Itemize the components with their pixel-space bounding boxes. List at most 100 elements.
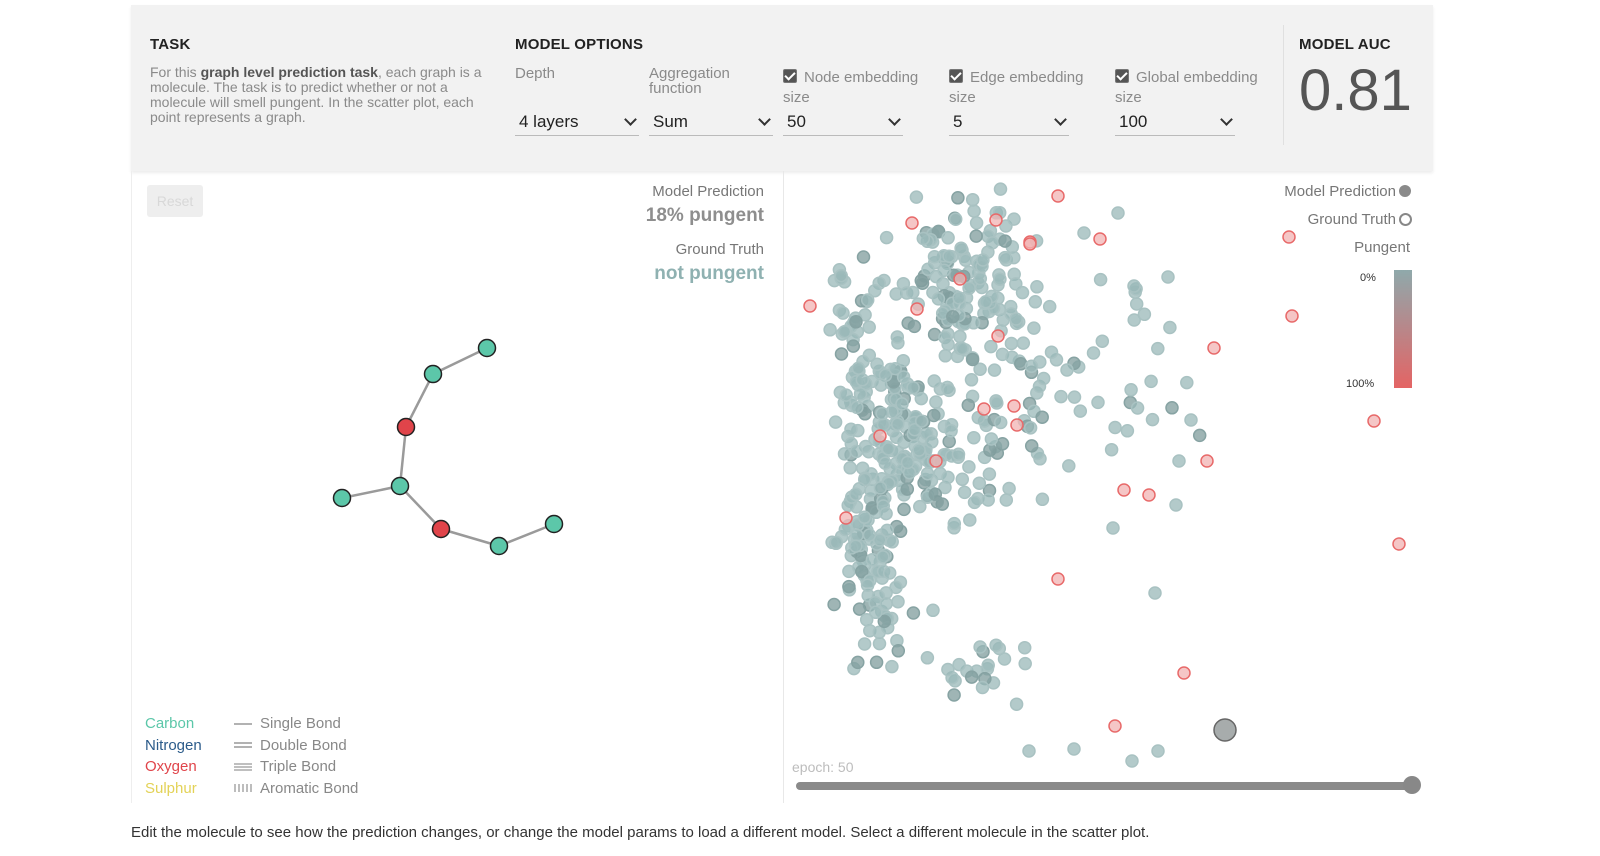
pungent-point[interactable] [905,216,919,230]
pungent-point[interactable] [1051,572,1065,586]
data-point[interactable] [879,596,893,611]
data-point[interactable] [897,502,911,517]
data-point[interactable] [916,231,931,246]
data-point[interactable] [972,476,987,490]
data-point[interactable] [1024,439,1039,453]
data-point[interactable] [877,614,892,629]
data-point[interactable] [1009,697,1024,711]
data-point[interactable] [952,291,966,305]
data-point[interactable] [942,249,956,263]
data-point[interactable] [1009,277,1023,291]
data-point[interactable] [906,380,920,395]
data-point[interactable] [849,487,863,501]
data-point[interactable] [1054,389,1068,404]
data-point[interactable] [1042,299,1057,314]
bond-c5-c6[interactable] [498,522,555,548]
pungent-point[interactable] [991,329,1005,343]
data-point[interactable] [912,443,926,457]
data-point[interactable] [1104,442,1119,457]
data-point[interactable] [969,216,984,230]
data-point[interactable] [929,395,943,409]
data-point[interactable] [981,493,995,507]
bond-c3-c4[interactable] [341,484,401,500]
data-point[interactable] [885,535,899,549]
atom-oxygen[interactable] [431,519,451,539]
data-point[interactable] [834,268,848,283]
data-point[interactable] [1151,744,1165,758]
data-point[interactable] [1030,280,1044,294]
pungent-point[interactable] [989,213,1003,227]
data-point[interactable] [951,447,966,462]
data-point[interactable] [839,388,853,402]
data-point[interactable] [941,662,955,677]
atom-oxygen[interactable] [396,417,416,437]
data-point[interactable] [879,506,893,521]
data-point[interactable] [885,659,899,674]
pungent-point[interactable] [1177,666,1191,680]
data-point[interactable] [914,414,929,428]
epoch-slider-thumb[interactable] [1403,776,1421,794]
data-point[interactable] [984,432,999,446]
data-point[interactable] [984,339,998,354]
data-point[interactable] [982,467,997,481]
data-point[interactable] [938,349,953,363]
data-point[interactable] [876,417,891,432]
data-point[interactable] [965,352,980,367]
data-point[interactable] [842,579,856,594]
data-point[interactable] [925,435,939,449]
data-point[interactable] [846,339,861,353]
data-point[interactable] [993,272,1007,286]
pungent-point[interactable] [1200,454,1214,468]
pungent-point[interactable] [1285,309,1299,323]
bond-c3-o2[interactable] [399,485,442,530]
data-point[interactable] [1036,371,1051,386]
data-point[interactable] [976,253,990,267]
pungent-point[interactable] [873,429,887,443]
pungent-point[interactable] [1392,537,1406,551]
data-point[interactable] [1016,336,1031,350]
data-point[interactable] [851,361,866,376]
data-point[interactable] [1184,413,1198,427]
data-point[interactable] [951,191,965,205]
data-point[interactable] [969,229,983,243]
data-point[interactable] [937,263,951,278]
data-point[interactable] [1127,313,1141,327]
data-point[interactable] [838,522,853,537]
data-point[interactable] [859,612,874,627]
data-point[interactable] [942,383,956,398]
data-point[interactable] [1161,270,1175,284]
data-point[interactable] [869,605,883,620]
data-point[interactable] [1002,481,1016,496]
global-embedding-checkbox[interactable] [1115,69,1129,83]
data-point[interactable] [828,415,843,429]
data-point[interactable] [973,640,987,654]
data-point[interactable] [1060,363,1074,377]
pungent-point[interactable] [839,511,853,525]
pungent-point[interactable] [803,299,817,313]
data-point[interactable] [837,324,852,339]
data-point[interactable] [962,460,976,474]
data-point[interactable] [1148,586,1162,600]
data-point[interactable] [909,190,924,204]
data-point[interactable] [953,329,967,344]
data-point[interactable] [890,330,905,344]
data-point[interactable] [1035,410,1049,424]
data-point[interactable] [989,638,1003,652]
data-point[interactable] [857,637,872,651]
data-point[interactable] [926,603,940,618]
atom-carbon[interactable] [544,514,564,534]
data-point[interactable] [1005,350,1019,364]
data-point[interactable] [1018,656,1032,671]
data-point[interactable] [1125,754,1139,768]
data-point[interactable] [942,434,956,449]
bond-c1-c2[interactable] [432,346,488,376]
reset-button[interactable]: Reset [147,185,203,217]
data-point[interactable] [890,417,905,431]
data-point[interactable] [843,461,857,475]
data-point[interactable] [997,652,1012,666]
data-point[interactable] [975,680,990,695]
pungent-point[interactable] [1282,230,1296,244]
data-point[interactable] [881,442,896,456]
data-point[interactable] [1035,492,1050,507]
data-point[interactable] [967,204,981,218]
